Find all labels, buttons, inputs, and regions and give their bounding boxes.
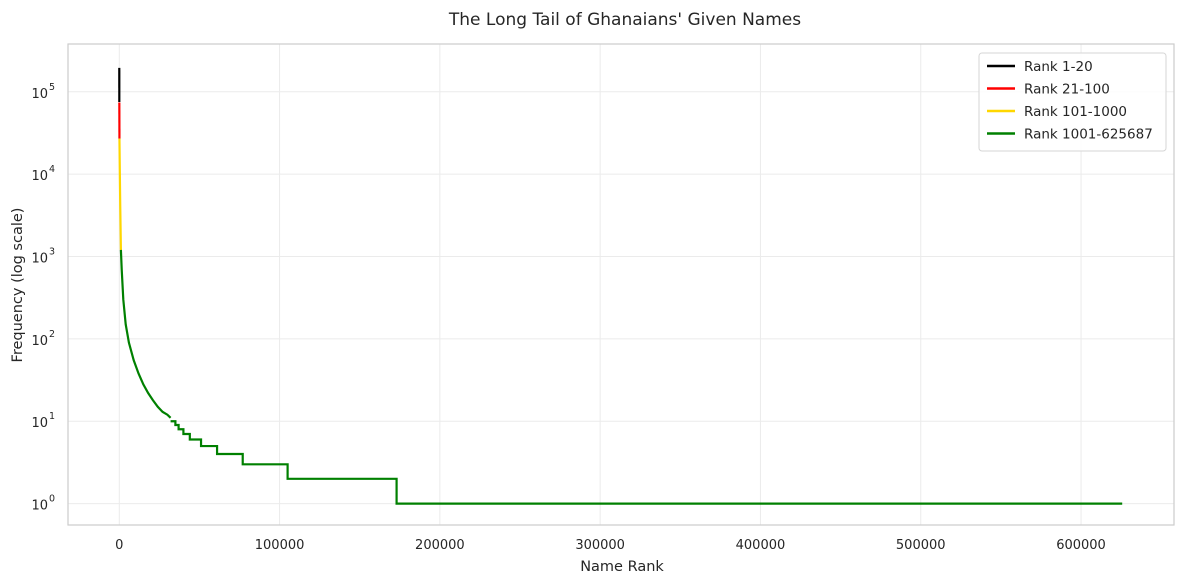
x-tick-label: 0 bbox=[115, 538, 123, 553]
y-tick-label: 10 5 bbox=[31, 82, 55, 102]
series-line bbox=[119, 249, 172, 419]
y-tick-exponent: 2 bbox=[49, 329, 55, 340]
y-tick-base: 10 bbox=[31, 87, 48, 102]
y-tick-label: 10 3 bbox=[31, 246, 55, 266]
legend-label: Rank 1001-625687 bbox=[1024, 127, 1153, 143]
legend-label: Rank 21-100 bbox=[1024, 82, 1110, 98]
y-tick-base: 10 bbox=[31, 499, 48, 514]
series-lines bbox=[118, 67, 1123, 505]
x-tick-label: 400000 bbox=[736, 538, 786, 553]
legend-box bbox=[978, 52, 1167, 152]
series-line bbox=[118, 138, 122, 250]
x-tick-label: 100000 bbox=[255, 538, 305, 553]
y-tick-base: 10 bbox=[31, 169, 48, 184]
x-tick-label: 200000 bbox=[415, 538, 465, 553]
y-tick-exponent: 3 bbox=[49, 246, 55, 257]
legend-label: Rank 101-1000 bbox=[1024, 104, 1127, 120]
legend-item: Rank 101-1000 bbox=[987, 104, 1127, 120]
y-tick-label: 10 1 bbox=[31, 411, 55, 431]
chart-title: The Long Tail of Ghanaians' Given Names bbox=[448, 10, 801, 30]
x-tick-label: 600000 bbox=[1056, 538, 1106, 553]
y-tick-base: 10 bbox=[31, 334, 48, 349]
y-tick-exponent: 0 bbox=[49, 494, 55, 505]
legend-item: Rank 21-100 bbox=[987, 82, 1110, 98]
legend-label: Rank 1-20 bbox=[1024, 59, 1093, 75]
legend-item: Rank 1-20 bbox=[987, 59, 1093, 75]
y-tick-label: 10 0 bbox=[31, 494, 55, 514]
x-tick-label: 300000 bbox=[575, 538, 625, 553]
y-tick-exponent: 5 bbox=[49, 82, 55, 93]
y-tick-exponent: 1 bbox=[49, 411, 55, 422]
x-tick-label: 500000 bbox=[896, 538, 946, 553]
legend-item: Rank 1001-625687 bbox=[987, 127, 1153, 143]
y-tick-exponent: 4 bbox=[49, 164, 55, 175]
y-axis-label: Frequency (log scale) bbox=[10, 208, 26, 363]
plot-frame bbox=[67, 43, 1175, 526]
y-tick-base: 10 bbox=[31, 251, 48, 266]
y-tick-base: 10 bbox=[31, 416, 48, 431]
series-line bbox=[170, 420, 1123, 505]
legend: Rank 1-20 Rank 21-100 Rank 101-1000 Rank 10… bbox=[978, 52, 1167, 152]
x-tick-labels: 0 100000 200000 300000 400000 500000 600000 bbox=[115, 538, 1106, 553]
x-axis-label: Name Rank bbox=[580, 559, 664, 575]
y-tick-label: 10 2 bbox=[31, 329, 55, 349]
y-tick-label: 10 4 bbox=[31, 164, 55, 184]
